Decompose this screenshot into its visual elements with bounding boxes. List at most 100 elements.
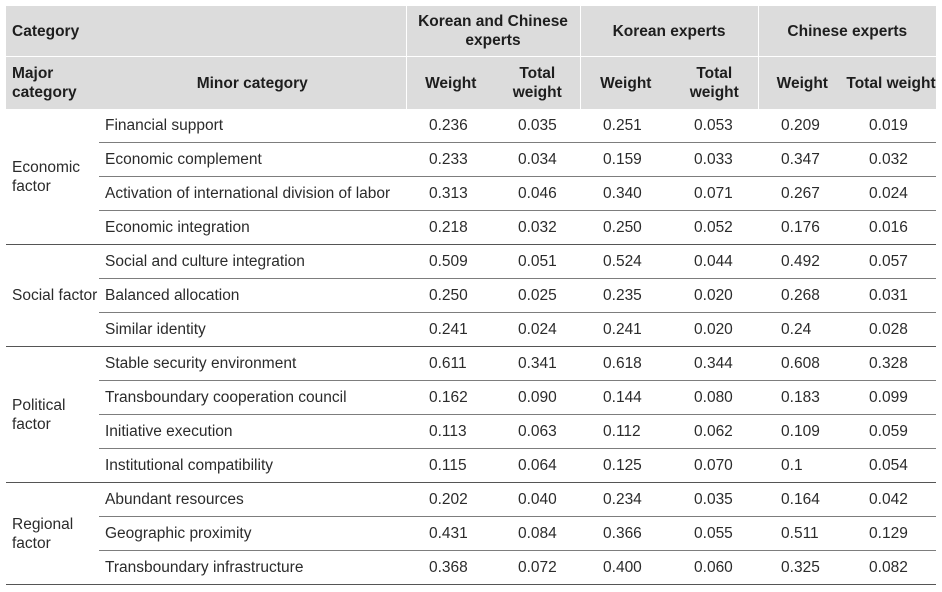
total-weight-cell: 0.051 xyxy=(495,244,581,279)
table-row: Regional factor Abundant resources 0.202 0.… xyxy=(6,482,937,585)
weight-cell: 0.176 xyxy=(758,210,847,245)
total-weight-cell: 0.053 xyxy=(671,109,759,143)
total-weight-cell: 0.016 xyxy=(846,210,937,245)
total-weight-cell: 0.062 xyxy=(671,414,759,449)
weight-cell: 0.24 xyxy=(758,312,847,347)
total-weight-cell: 0.057 xyxy=(846,244,937,279)
total-weight-cell: 0.072 xyxy=(495,550,581,585)
total-weight-cell: 0.024 xyxy=(495,312,581,347)
table-row: Activation of international division of … xyxy=(6,176,937,211)
weight-header: Weight xyxy=(579,56,672,109)
total-weight-cell: 0.055 xyxy=(671,516,759,551)
weight-cell: 0.112 xyxy=(580,414,672,449)
total-weight-cell: 0.025 xyxy=(495,278,581,313)
total-weight-header: Total weight xyxy=(671,56,759,109)
total-weight-cell: 0.344 xyxy=(671,346,759,381)
table-row: Transboundary cooperation council 0.162 0.… xyxy=(6,380,937,415)
minor-category-cell: Transboundary infrastructure xyxy=(99,550,406,585)
weight-cell: 0.251 xyxy=(580,109,672,143)
table-row: Transboundary infrastructure 0.368 0.072 0.… xyxy=(6,550,937,585)
table-row: Balanced allocation 0.250 0.025 0.235 0.020 0… xyxy=(6,278,937,313)
weight-cell: 0.250 xyxy=(406,278,495,313)
minor-category-cell: Financial support xyxy=(99,109,406,143)
total-weight-cell: 0.035 xyxy=(495,109,581,143)
weight-cell: 0.164 xyxy=(758,482,847,517)
weight-cell: 0.125 xyxy=(580,448,672,483)
total-weight-cell: 0.099 xyxy=(846,380,937,415)
table-row: Economic integration 0.218 0.032 0.250 0.052… xyxy=(6,210,937,245)
total-weight-cell: 0.032 xyxy=(495,210,581,245)
weight-cell: 0.400 xyxy=(580,550,672,585)
minor-category-cell: Institutional compatibility xyxy=(99,448,406,483)
table-row: Similar identity 0.241 0.024 0.241 0.020 0.24… xyxy=(6,312,937,347)
total-weight-cell: 0.042 xyxy=(846,482,937,517)
minor-category-cell: Initiative execution xyxy=(99,414,406,449)
weight-cell: 0.113 xyxy=(406,414,495,449)
weight-cell: 0.250 xyxy=(580,210,672,245)
weight-cell: 0.618 xyxy=(580,346,672,381)
weight-cell: 0.1 xyxy=(758,448,847,483)
total-weight-cell: 0.024 xyxy=(846,176,937,211)
minor-category-cell: Activation of international division of … xyxy=(99,176,406,211)
total-weight-cell: 0.082 xyxy=(846,550,937,585)
total-weight-cell: 0.341 xyxy=(495,346,581,381)
total-weight-cell: 0.046 xyxy=(495,176,581,211)
weight-cell: 0.267 xyxy=(758,176,847,211)
minor-category-cell: Social and culture integration xyxy=(99,244,406,279)
table-row: Economic factor Financial support 0.236 0.0… xyxy=(6,109,937,245)
table-row: Institutional compatibility 0.115 0.064 0.1… xyxy=(6,448,937,483)
weight-cell: 0.115 xyxy=(406,448,495,483)
total-weight-cell: 0.020 xyxy=(671,312,759,347)
total-weight-cell: 0.054 xyxy=(846,448,937,483)
weight-cell: 0.492 xyxy=(758,244,847,279)
total-weight-cell: 0.060 xyxy=(671,550,759,585)
weight-cell: 0.368 xyxy=(406,550,495,585)
total-weight-cell: 0.059 xyxy=(846,414,937,449)
table-header: Category Korean and Chinese experts Kore… xyxy=(6,6,937,109)
group-header-chinese: Chinese experts xyxy=(757,6,937,57)
weight-cell: 0.313 xyxy=(406,176,495,211)
group-header-korean-chinese: Korean and Chinese experts xyxy=(405,6,581,57)
total-weight-cell: 0.034 xyxy=(495,142,581,177)
total-weight-cell: 0.044 xyxy=(671,244,759,279)
total-weight-cell: 0.052 xyxy=(671,210,759,245)
table-row: Social factor Social and culture integrat… xyxy=(6,244,937,347)
table-row: Economic complement 0.233 0.034 0.159 0.033 0… xyxy=(6,142,937,177)
total-weight-cell: 0.064 xyxy=(495,448,581,483)
total-weight-cell: 0.019 xyxy=(846,109,937,143)
minor-category-cell: Transboundary cooperation council xyxy=(99,380,406,415)
weight-header: Weight xyxy=(405,56,495,109)
weight-cell: 0.431 xyxy=(406,516,495,551)
table-row: Initiative execution 0.113 0.063 0.112 0.062… xyxy=(6,414,937,449)
weight-cell: 0.209 xyxy=(758,109,847,143)
weight-cell: 0.159 xyxy=(580,142,672,177)
weight-cell: 0.218 xyxy=(406,210,495,245)
weight-cell: 0.241 xyxy=(406,312,495,347)
total-weight-cell: 0.071 xyxy=(671,176,759,211)
total-weight-cell: 0.020 xyxy=(671,278,759,313)
weight-cell: 0.109 xyxy=(758,414,847,449)
weight-cell: 0.524 xyxy=(580,244,672,279)
minor-category-cell: Similar identity xyxy=(99,312,406,347)
weight-cell: 0.162 xyxy=(406,380,495,415)
weight-header: Weight xyxy=(757,56,847,109)
total-weight-cell: 0.328 xyxy=(846,346,937,381)
minor-category-header: Minor category xyxy=(99,56,406,109)
minor-category-cell: Economic complement xyxy=(99,142,406,177)
total-weight-cell: 0.080 xyxy=(671,380,759,415)
weight-cell: 0.325 xyxy=(758,550,847,585)
total-weight-cell: 0.084 xyxy=(495,516,581,551)
total-weight-cell: 0.033 xyxy=(671,142,759,177)
weight-cell: 0.608 xyxy=(758,346,847,381)
weight-cell: 0.511 xyxy=(758,516,847,551)
minor-category-cell: Geographic proximity xyxy=(99,516,406,551)
weight-cell: 0.268 xyxy=(758,278,847,313)
total-weight-header: Total weight xyxy=(495,56,581,109)
minor-category-cell: Abundant resources xyxy=(99,482,406,517)
total-weight-cell: 0.028 xyxy=(846,312,937,347)
category-header: Category xyxy=(6,6,406,57)
total-weight-cell: 0.070 xyxy=(671,448,759,483)
table-row: Geographic proximity 0.431 0.084 0.366 0.055… xyxy=(6,516,937,551)
weight-cell: 0.236 xyxy=(406,109,495,143)
major-category-cell: Political factor xyxy=(6,346,99,483)
